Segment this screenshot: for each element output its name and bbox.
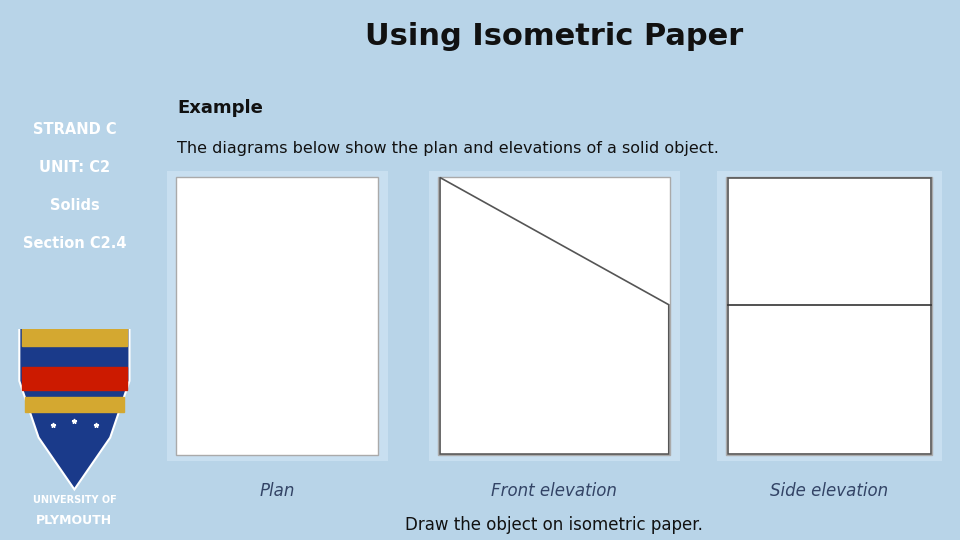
Polygon shape (22, 327, 127, 346)
Text: Front elevation: Front elevation (492, 482, 617, 500)
Polygon shape (19, 301, 130, 489)
FancyBboxPatch shape (716, 171, 942, 461)
Polygon shape (25, 397, 124, 412)
FancyBboxPatch shape (177, 177, 378, 455)
FancyBboxPatch shape (429, 171, 680, 461)
FancyBboxPatch shape (167, 171, 388, 461)
Text: UNIT: C2: UNIT: C2 (38, 160, 110, 175)
Text: Section C2.4: Section C2.4 (23, 235, 126, 251)
FancyBboxPatch shape (728, 178, 931, 454)
Polygon shape (440, 178, 669, 454)
FancyBboxPatch shape (439, 177, 670, 455)
Text: UNIVERSITY OF: UNIVERSITY OF (33, 495, 116, 505)
Text: PLYMOUTH: PLYMOUTH (36, 514, 112, 526)
Text: Using Isometric Paper: Using Isometric Paper (365, 22, 744, 51)
Text: Draw the object on isometric paper.: Draw the object on isometric paper. (405, 516, 704, 534)
Text: Side elevation: Side elevation (770, 482, 888, 500)
Text: Example: Example (178, 99, 263, 117)
Text: Plan: Plan (260, 482, 295, 500)
Text: STRAND C: STRAND C (33, 122, 116, 137)
Text: The diagrams below show the plan and elevations of a solid object.: The diagrams below show the plan and ele… (178, 140, 719, 156)
FancyBboxPatch shape (727, 177, 932, 455)
Text: Solids: Solids (50, 198, 99, 213)
Polygon shape (22, 367, 127, 390)
